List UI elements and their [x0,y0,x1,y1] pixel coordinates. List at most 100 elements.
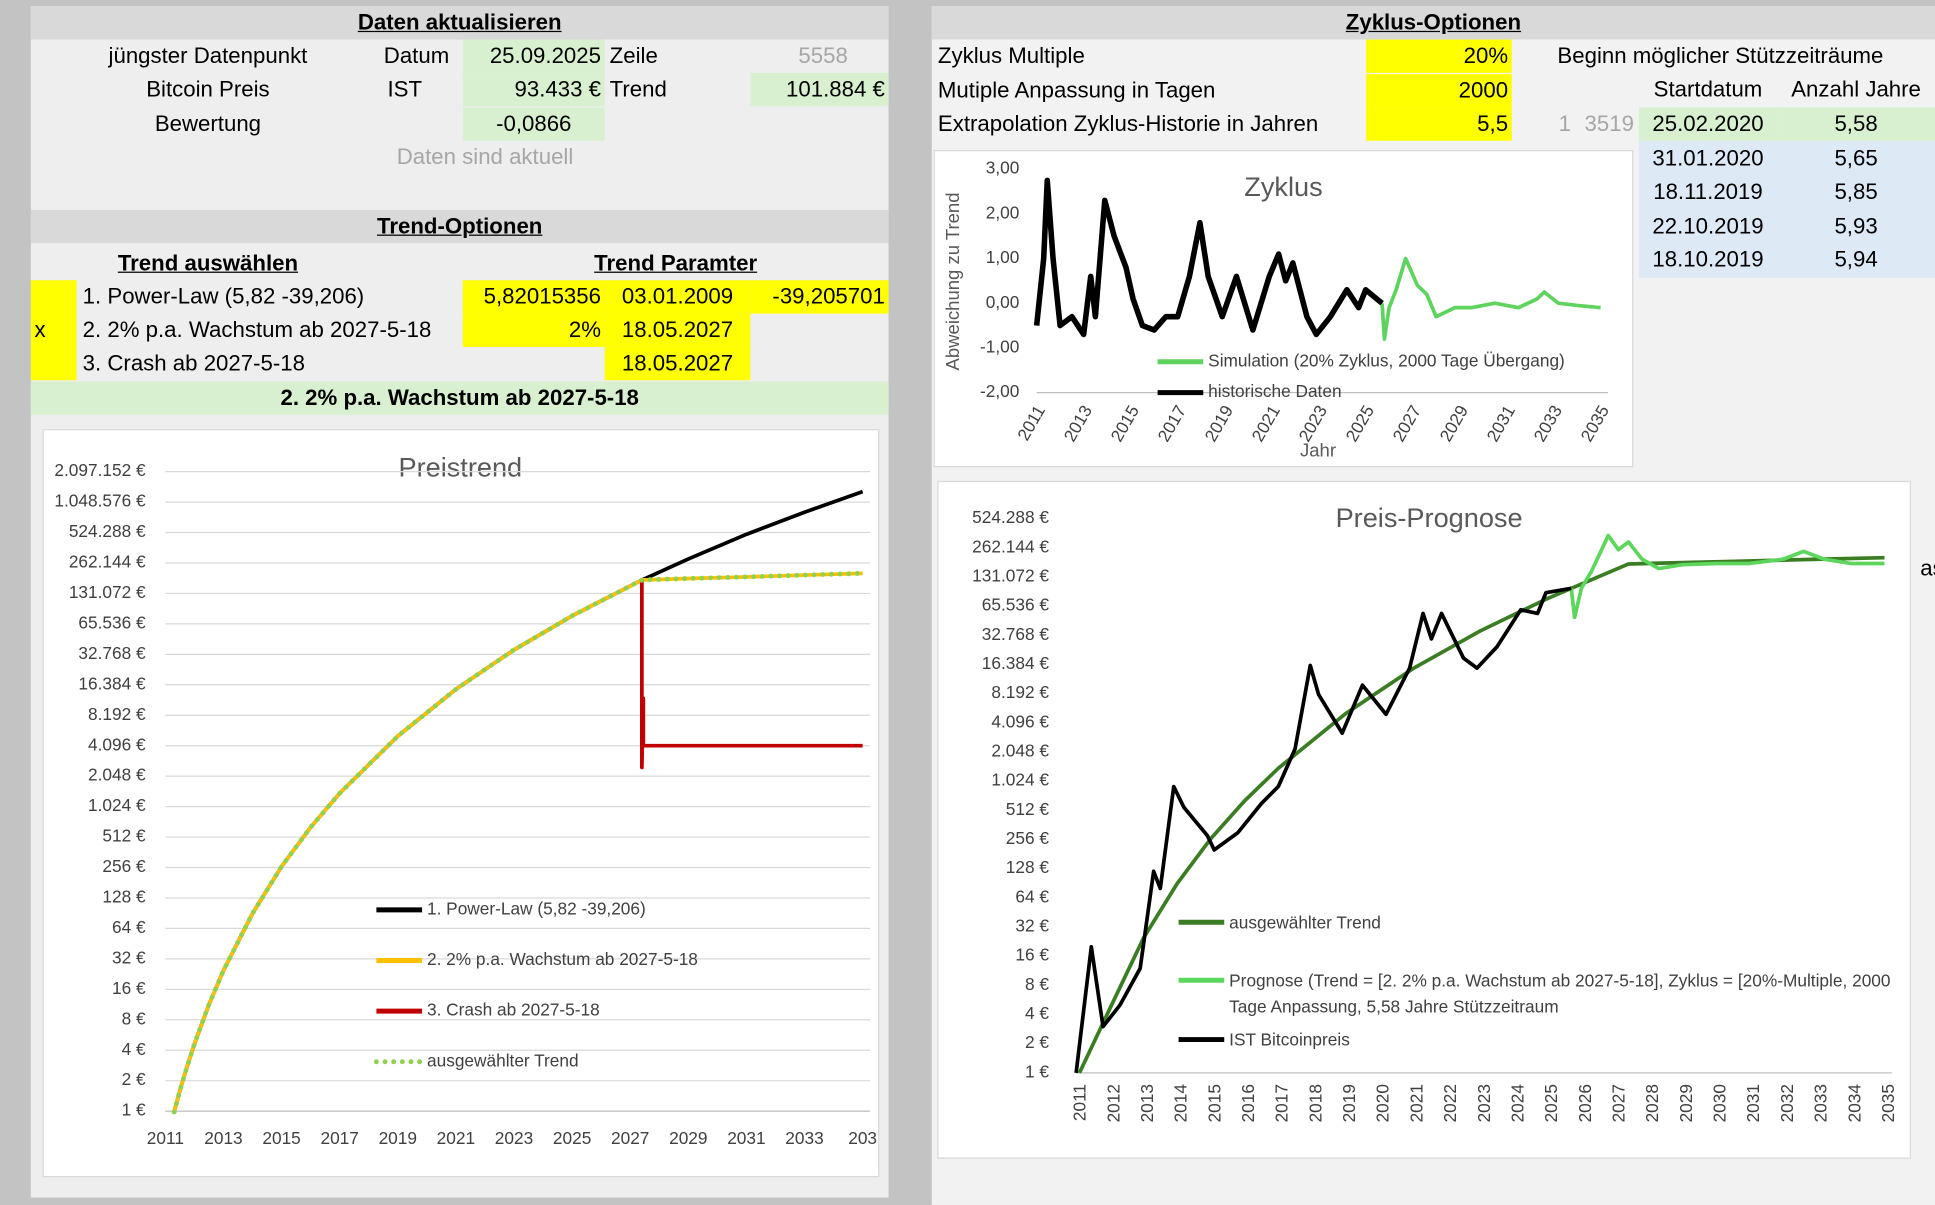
column-header: Trend Paramter [594,250,758,276]
x-tick-label: 2030 [1710,1084,1730,1122]
x-tick-label: 2019 [1339,1084,1359,1122]
x-tick-label: 2033 [1811,1084,1831,1122]
legend-label: Prognose (Trend = [2. 2% p.a. Wachstum a… [1229,970,1891,1017]
y-tick-label: 3,00 [986,158,1020,178]
y-tick-label: 524.288 € [972,507,1049,527]
cell: 3519 [1584,111,1634,136]
cell: 03.01.2009 [604,280,751,314]
y-tick-label: 262.144 € [69,552,146,572]
y-axis-label: Abweichung zu Trend [942,193,963,371]
cell: -39,205701 [750,280,889,314]
chart-title: Preistrend [398,451,522,482]
cell: Bewertung [154,111,262,136]
cell: 2. 2% p.a. Wachstum ab 2027-5-18 [82,317,432,342]
series-line [1033,177,1384,338]
x-tick-label: 2032 [1777,1084,1797,1122]
selection-marker: x [34,317,46,342]
cell: -0,0866 [462,107,605,141]
y-tick-label: 131.072 € [972,565,1049,585]
y-tick-label: 262.144 € [972,536,1049,556]
y-tick-label: 32 € [1015,916,1049,936]
cell: 18.05.2027 [604,313,751,347]
y-tick-label: 128 € [102,887,146,907]
y-tick-label: 1 € [1025,1061,1049,1081]
cell: Bitcoin Preis [146,76,270,102]
y-tick-label: 64 € [1015,886,1049,906]
marker-column [30,280,77,381]
x-tick-label: 2020 [1373,1084,1393,1122]
x-tick-label: 2011 [1070,1084,1090,1121]
x-tick-label: 2033 [785,1128,823,1148]
y-tick-label: 1.024 € [88,795,146,815]
y-tick-label: 512 € [102,826,146,846]
cell: Startdatum [1653,76,1763,102]
y-tick-label: 256 € [1006,828,1050,848]
cell: 5,85 [1834,179,1878,204]
cell: 1. Power-Law (5,82 -39,206) [82,283,365,309]
x-tick-label: 2015 [1204,1084,1224,1122]
x-tick-label: 2035 [1878,1084,1898,1122]
cell: Beginn möglicher Stützzeiträume [1557,43,1884,68]
cell: 18.11.2019 [1653,179,1763,204]
y-tick-label: 64 € [112,917,146,937]
x-tick-label: 2012 [1103,1084,1123,1122]
y-tick-label: 16.384 € [78,673,146,693]
x-tick-label: 2031 [727,1128,765,1148]
x-tick-label: 2017 [1272,1084,1292,1122]
y-tick-label: 1,00 [986,247,1020,267]
cell: 25.09.2025 [462,39,605,73]
x-tick-label: 2026 [1575,1084,1595,1122]
x-tick-label: 2025 [1541,1084,1561,1122]
cell: 1 [1558,111,1572,136]
x-tick-label: 2025 [553,1128,591,1148]
y-tick-label: 128 € [1006,857,1050,877]
y-tick-label: 1.024 € [991,770,1049,790]
y-tick-label: 4 € [122,1039,146,1059]
x-tick-label: 2023 [1474,1084,1494,1122]
y-tick-label: 131.072 € [69,582,146,602]
y-tick-label: 32.768 € [78,643,146,663]
y-tick-label: 8.192 € [991,682,1049,702]
cell: 93.433 € [462,72,605,107]
chart-area [937,480,1912,1159]
y-tick-label: 1 € [122,1100,146,1120]
column-header: Trend auswählen [117,250,299,276]
y-tick-label: -2,00 [980,381,1019,401]
cell: 5,58 [1777,107,1935,141]
series-line [1074,586,1572,1074]
cell: 5558 [798,43,848,68]
y-tick-label: 65.536 € [982,595,1050,615]
y-tick-label: 32.768 € [982,624,1050,644]
x-tick-label: 2013 [1137,1084,1157,1122]
legend-label: 2. 2% p.a. Wachstum ab 2027-5-18 [427,949,698,969]
x-tick-label: 2024 [1507,1084,1527,1123]
y-tick-label: 2.097.152 € [54,460,146,480]
y-tick-label: -1,00 [980,336,1019,356]
x-tick-label: 2016 [1238,1084,1258,1122]
y-tick-label: 16 € [1015,945,1049,965]
cell: Mutiple Anpassung in Tagen [937,77,1216,102]
chart-area [42,429,880,1178]
x-tick-label: 2014 [1171,1084,1191,1123]
y-tick-label: 8 € [122,1008,146,1028]
cell: 5,93 [1834,213,1878,239]
legend-label: Simulation (20% Zyklus, 2000 Tage Überga… [1208,350,1565,370]
cell: 20% [1366,39,1512,73]
cell: 5,65 [1834,145,1878,170]
y-tick-label: 2.048 € [88,765,146,785]
status-text: Daten sind aktuell [396,144,574,170]
cell: 5,82015356 [462,280,605,314]
cell: Extrapolation Zyklus-Historie in Jahren [937,111,1319,136]
y-tick-label: 65.536 € [78,612,146,632]
y-tick-label: 4 € [1025,1003,1049,1023]
series-line [640,580,863,770]
y-tick-label: 524.288 € [69,521,146,541]
series-line [171,570,866,1115]
x-tick-label: 2022 [1440,1084,1460,1122]
legend-label: IST Bitcoinpreis [1229,1029,1350,1050]
x-tick-label: 2011 [147,1128,184,1148]
legend-label: ausgewählter Trend [1229,912,1381,933]
y-tick-label: 2 € [122,1069,146,1089]
cell: 5,94 [1834,247,1878,273]
